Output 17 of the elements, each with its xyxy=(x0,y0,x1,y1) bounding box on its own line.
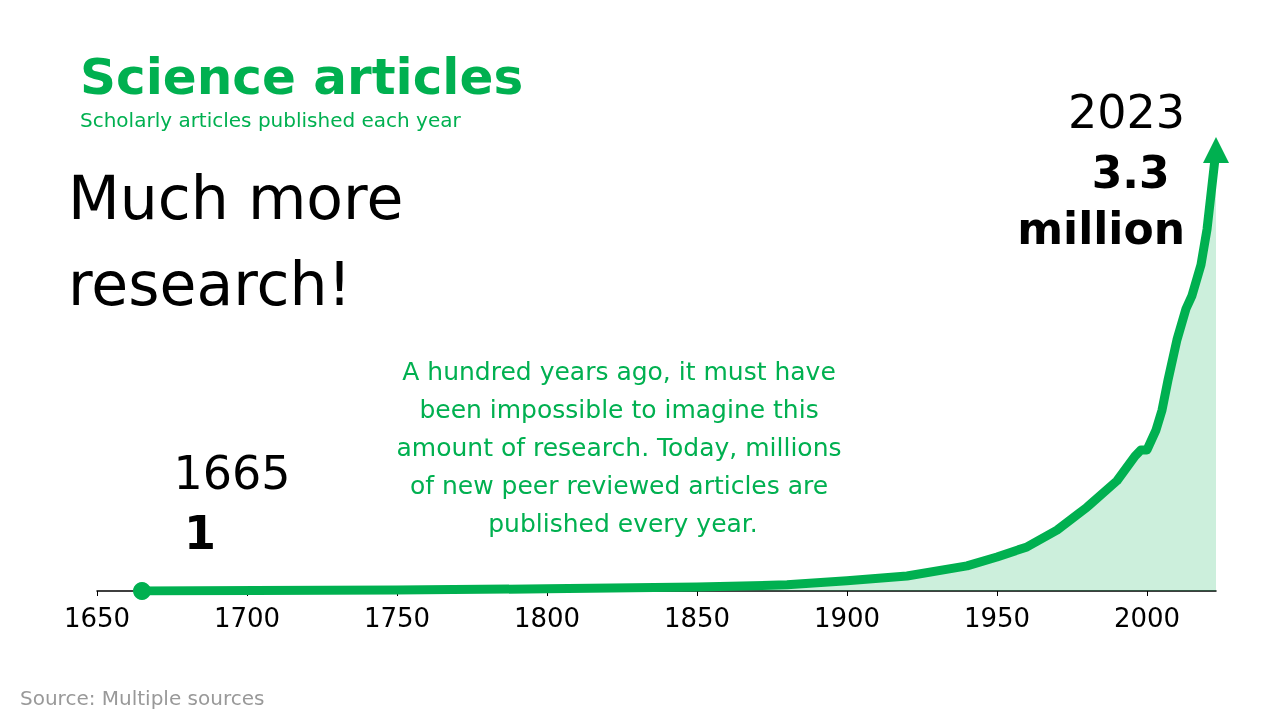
annotation: A hundred years ago, it must have been impossible to imagine this amount of research. Today, millions of new peer reviewed articles are published every year. xyxy=(396,356,850,538)
x-tick-label: 1850 xyxy=(663,603,731,633)
text: 2023 xyxy=(1067,85,1185,139)
annotation: 3.3 million xyxy=(1017,146,1185,254)
chart-title: Science articles xyxy=(80,48,524,106)
x-tick-label: 1800 xyxy=(513,603,581,633)
source-note: Source: Multiple sources xyxy=(20,686,265,710)
x-tick-label: 1700 xyxy=(213,603,281,633)
x-tick-label: 1900 xyxy=(813,603,881,633)
x-tick-label: 1950 xyxy=(963,603,1031,633)
chart-subtitle: Scholarly articles published each year xyxy=(80,108,462,132)
annotation: 1 xyxy=(183,506,217,560)
x-tick-label: 2000 xyxy=(1113,603,1181,633)
x-tick-label: 1650 xyxy=(63,603,131,633)
annotation: 1665 xyxy=(173,446,291,500)
x-tick-label: 1750 xyxy=(363,603,431,633)
annotation: Much more research! xyxy=(68,163,423,319)
